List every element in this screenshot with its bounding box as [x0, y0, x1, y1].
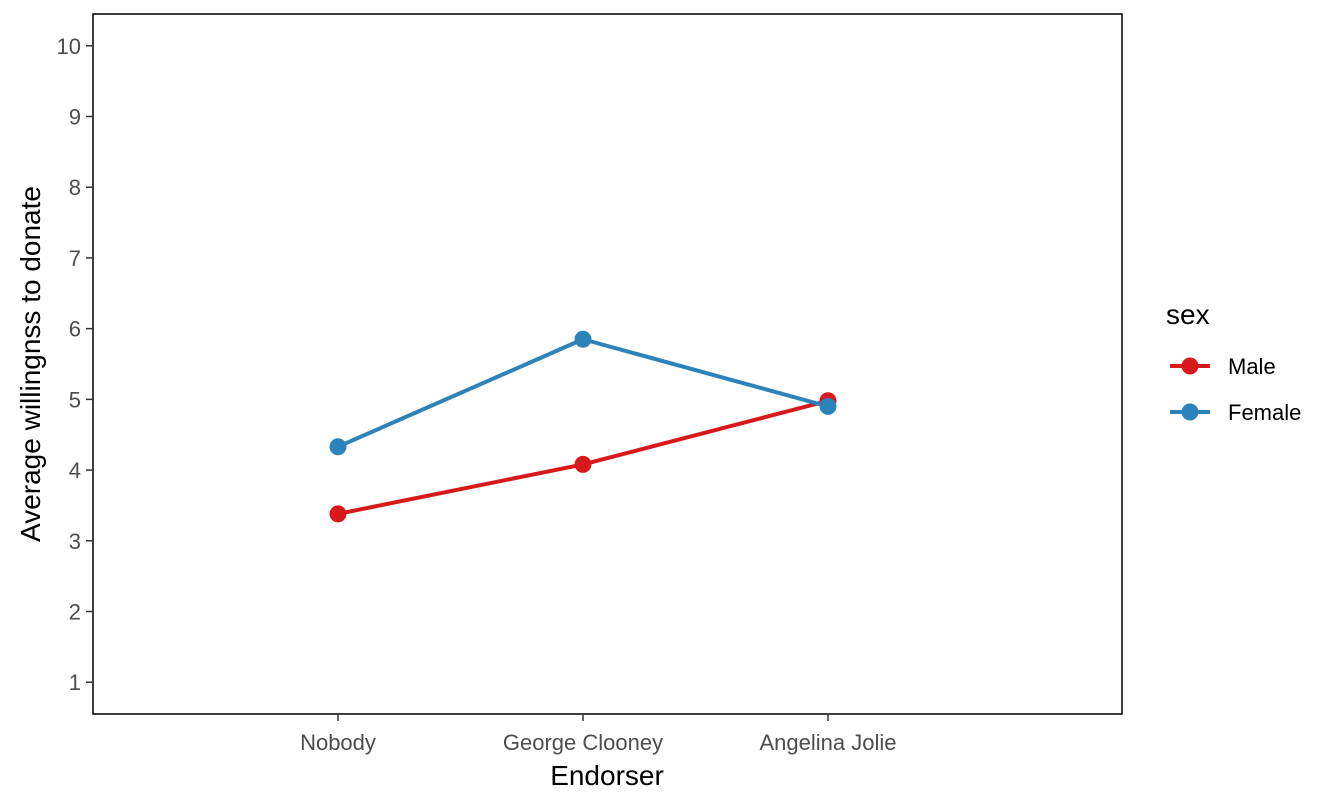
x-axis-title: Endorser	[550, 760, 664, 791]
legend-title: sex	[1166, 299, 1210, 330]
legend-key-point	[1181, 357, 1199, 375]
y-tick-label: 9	[69, 105, 81, 130]
plot-panel	[92, 13, 1123, 715]
data-point	[329, 438, 347, 456]
legend-items: Male Female	[1170, 354, 1301, 425]
x-tick-label: George Clooney	[503, 730, 663, 755]
y-tick-label: 7	[69, 246, 81, 271]
legend-item: Male	[1170, 354, 1276, 379]
y-axis: 1 2 3 4 5 6 7 8 9 10	[57, 34, 93, 695]
y-tick-label: 10	[57, 34, 81, 59]
legend: sex Male Female	[1166, 299, 1301, 425]
series-layer	[329, 330, 837, 523]
x-tick-label: Nobody	[300, 730, 376, 755]
series-female	[329, 330, 837, 456]
legend-label: Female	[1228, 400, 1301, 425]
y-tick-label: 6	[69, 317, 81, 342]
legend-item: Female	[1170, 400, 1301, 425]
legend-key-point	[1181, 403, 1199, 421]
y-tick-label: 5	[69, 387, 81, 412]
data-point	[819, 397, 837, 415]
y-tick-label: 4	[69, 458, 81, 483]
y-axis-title: Average willingnss to donate	[15, 186, 46, 542]
x-axis: Nobody George Clooney Angelina Jolie	[300, 714, 896, 755]
data-point	[329, 505, 347, 523]
x-tick-label: Angelina Jolie	[760, 730, 897, 755]
y-tick-label: 3	[69, 529, 81, 554]
data-point	[574, 330, 592, 348]
y-tick-label: 1	[69, 670, 81, 695]
y-tick-label: 8	[69, 175, 81, 200]
legend-label: Male	[1228, 354, 1276, 379]
data-point	[574, 455, 592, 473]
y-tick-label: 2	[69, 599, 81, 624]
